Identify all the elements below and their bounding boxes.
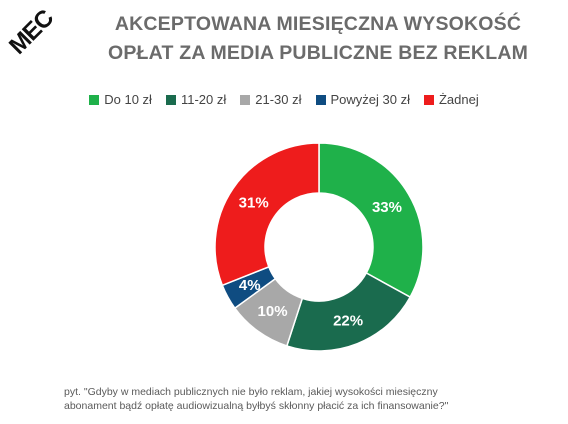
legend-swatch <box>315 94 326 105</box>
legend-item-do-10: Do 10 zł <box>89 92 152 107</box>
slice-label-powyzej-30: 4% <box>239 277 261 294</box>
slice-do-10 <box>318 142 424 299</box>
legend: Do 10 zł 11-20 zł 21-30 zł Powyżej 30 zł… <box>0 92 568 107</box>
slice-label-11-20: 22% <box>333 312 363 329</box>
legend-swatch <box>89 94 100 105</box>
legend-item-powyzej-30: Powyżej 30 zł <box>315 92 410 107</box>
chart-title-line-2: OPŁAT ZA MEDIA PUBLICZNE BEZ REKLAM <box>107 42 529 64</box>
legend-label: Żadnej <box>438 92 479 107</box>
footnote-line-2: abonament bądź opłatę audiowizualną byłb… <box>64 400 449 412</box>
legend-item-zadnej: Żadnej <box>423 92 479 107</box>
question-footnote: pyt. "Gdyby w mediach publicznych nie by… <box>64 385 554 413</box>
mec-logo: MEC <box>4 5 59 60</box>
footnote-line-1: pyt. "Gdyby w mediach publicznych nie by… <box>64 386 438 398</box>
slice-zadnej <box>214 142 320 287</box>
legend-label: 11-20 zł <box>180 92 227 107</box>
svg-text:MEC: MEC <box>4 5 59 60</box>
slice-label-21-30: 10% <box>258 303 288 320</box>
slice-label-zadnej: 31% <box>239 195 269 212</box>
chart-title: AKCEPTOWANA MIESIĘCZNA WYSOKOŚĆ OPŁAT ZA… <box>78 10 558 68</box>
legend-label: Do 10 zł <box>104 92 152 107</box>
slice-label-do-10: 33% <box>372 199 402 216</box>
legend-item-21-30: 21-30 zł <box>240 92 302 107</box>
chart-title-line-1: AKCEPTOWANA MIESIĘCZNA WYSOKOŚĆ <box>114 13 522 35</box>
legend-label: 21-30 zł <box>255 92 302 107</box>
legend-swatch <box>240 94 251 105</box>
legend-swatch <box>423 94 434 105</box>
donut-chart: 33% 22% 10% 4% 31% <box>214 142 424 352</box>
legend-item-11-20: 11-20 zł <box>165 92 227 107</box>
legend-swatch <box>165 94 176 105</box>
legend-label: Powyżej 30 zł <box>330 92 410 107</box>
